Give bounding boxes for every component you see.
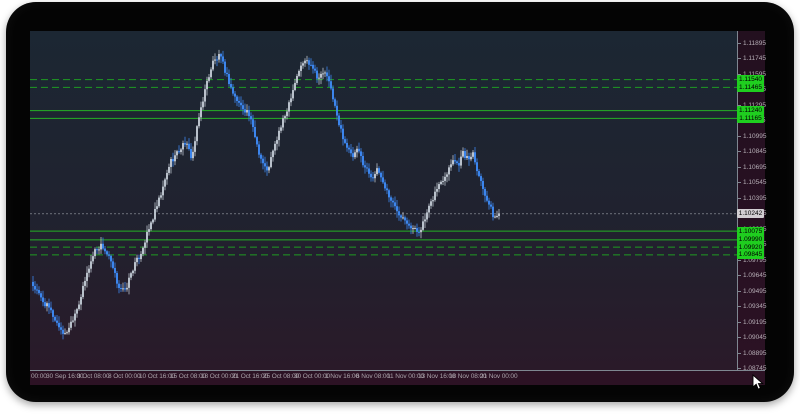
price-tick-label: 1.11295 bbox=[743, 101, 767, 109]
price-tick-mark bbox=[737, 104, 741, 106]
price-tick-mark bbox=[737, 197, 741, 199]
price-tick-label: 1.10845 bbox=[743, 148, 767, 155]
time-axis-label: 18 Oct 00:00 bbox=[201, 373, 238, 380]
time-axis-label: 30 Sep 16:00 bbox=[46, 373, 84, 380]
time-axis-label: 30 Oct 00:00 bbox=[294, 373, 331, 380]
price-tick-mark bbox=[737, 135, 741, 137]
price-tick-label: 1.10395 bbox=[743, 194, 767, 202]
current-price-label: 1.10242 bbox=[737, 209, 764, 219]
price-tick-mark bbox=[737, 290, 741, 292]
price-tick-mark bbox=[737, 306, 741, 307]
price-tick-label: 1.09795 bbox=[743, 256, 767, 264]
price-tick-mark bbox=[737, 321, 741, 323]
price-tick-label: 1.10545 bbox=[743, 179, 767, 186]
price-tick-mark bbox=[737, 337, 741, 338]
price-tick-mark bbox=[737, 259, 741, 261]
price-tick-label: 1.08895 bbox=[743, 349, 767, 357]
price-tick-mark bbox=[737, 368, 741, 369]
candlestick-chart[interactable] bbox=[6, 2, 794, 402]
price-tick-label: 1.09645 bbox=[743, 272, 767, 279]
time-axis-line bbox=[30, 370, 765, 371]
price-tick-mark bbox=[737, 275, 741, 276]
price-tick-label: 1.09345 bbox=[743, 303, 767, 310]
price-tick-label: 1.11745 bbox=[743, 55, 767, 62]
time-axis-label: 10 Oct 16:00 bbox=[139, 373, 176, 380]
time-axis-label: 11 Nov 00:00 bbox=[387, 373, 424, 380]
time-axis-label: 25 Oct 08:00 bbox=[263, 373, 300, 380]
time-axis-label: 8 Oct 00:00 bbox=[108, 373, 141, 380]
price-tick-mark bbox=[737, 182, 741, 183]
price-line-label: 1.09920 bbox=[737, 242, 764, 252]
price-tick-label: 1.09495 bbox=[743, 287, 767, 295]
price-tick-mark bbox=[737, 73, 741, 75]
price-line-label: 1.11540 bbox=[737, 75, 764, 85]
price-tick-label: 1.11595 bbox=[743, 70, 767, 78]
time-axis-label: 18 Nov 08:00 bbox=[449, 373, 487, 380]
time-axis-label: 21 Oct 16:00 bbox=[232, 373, 269, 380]
chart-window: 1.118951.117451.115951.114451.112951.111… bbox=[6, 2, 794, 402]
time-axis-label: 13 Nov 16:00 bbox=[418, 373, 456, 380]
time-axis-label: 21 Nov 00:00 bbox=[480, 373, 518, 380]
price-tick-mark bbox=[737, 151, 741, 152]
price-tick-mark bbox=[737, 166, 741, 168]
price-tick-label: 1.08745 bbox=[743, 365, 767, 372]
price-line-label: 1.11165 bbox=[737, 113, 764, 123]
price-line-label: 1.09990 bbox=[737, 235, 764, 245]
price-line-label: 1.11465 bbox=[737, 82, 764, 92]
price-line-label: 1.10075 bbox=[737, 226, 764, 236]
time-axis-label: 15 Oct 08:00 bbox=[170, 373, 207, 380]
price-tick-label: 1.10695 bbox=[743, 163, 767, 171]
price-line-label: 1.11240 bbox=[737, 106, 764, 116]
time-axis-label: 00:00 bbox=[31, 373, 47, 380]
price-tick-mark bbox=[737, 58, 741, 59]
price-tick-label: 1.10995 bbox=[743, 132, 767, 140]
price-line-label: 1.09845 bbox=[737, 250, 764, 260]
price-axis-line bbox=[737, 31, 738, 370]
time-axis-label: 1 Nov 16:00 bbox=[325, 373, 359, 380]
price-tick-mark bbox=[737, 42, 741, 44]
mouse-cursor bbox=[752, 374, 764, 390]
time-axis-label: 3 Oct 08:00 bbox=[77, 373, 110, 380]
time-axis-label: 6 Nov 08:00 bbox=[356, 373, 390, 380]
price-tick-label: 1.11895 bbox=[743, 39, 767, 47]
price-tick-mark bbox=[737, 352, 741, 354]
price-tick-label: 1.09195 bbox=[743, 318, 767, 326]
price-tick-label: 1.09045 bbox=[743, 334, 767, 341]
